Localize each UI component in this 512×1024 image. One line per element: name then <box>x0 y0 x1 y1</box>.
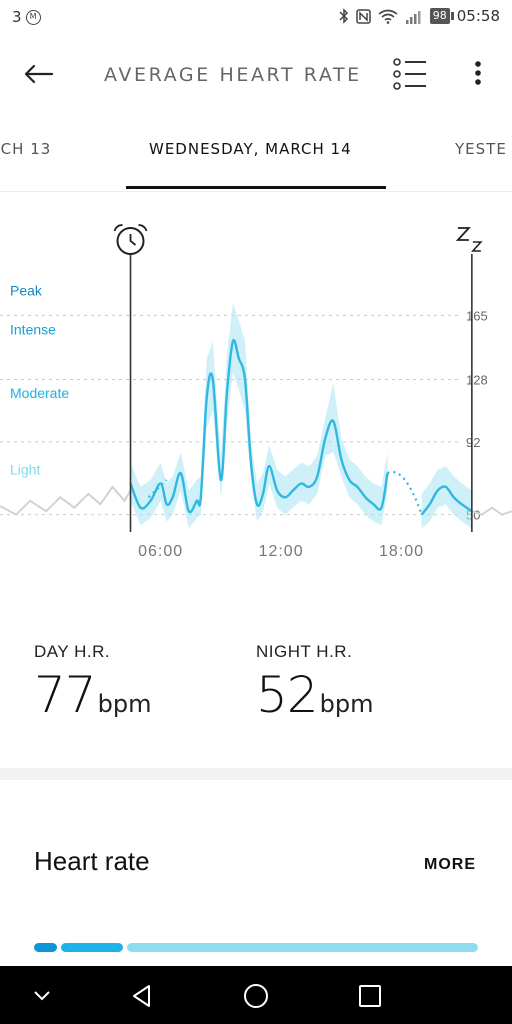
gap-dotted-line <box>387 470 423 516</box>
day-hr-unit: bpm <box>97 690 152 718</box>
night-hr-value: 52 <box>256 666 319 724</box>
wake-sleep-markers <box>113 224 483 532</box>
date-tabs: RCH 13 WEDNESDAY, MARCH 14 YESTE <box>0 114 512 192</box>
overflow-menu-button[interactable] <box>464 56 492 92</box>
chevron-down-icon <box>34 991 50 1001</box>
signal-icon <box>405 10 421 24</box>
y-tick-label: 165 <box>466 308 488 323</box>
night-hr-stat: NIGHT H.R. 52 bpm <box>256 642 373 724</box>
zone-label-peak: Peak <box>10 282 43 298</box>
post-sleep-trace <box>471 506 512 516</box>
range-bands <box>130 303 472 529</box>
status-bar: 3 M 98 05:58 <box>0 0 512 34</box>
x-axis-ticks: 06:00 12:00 18:00 <box>138 543 424 560</box>
status-left: 3 M <box>12 8 41 26</box>
system-nav-bar <box>0 966 512 1024</box>
more-vertical-icon <box>475 61 481 85</box>
zone-bar-segment <box>60 943 124 952</box>
night-hr-unit: bpm <box>319 690 374 718</box>
app-bar: AVERAGE HEART RATE <box>0 34 512 114</box>
list-view-icon <box>393 58 426 90</box>
zone-labels: Peak Intense Moderate Light <box>10 282 69 477</box>
pre-wake-trace <box>0 485 132 516</box>
tab-current-day[interactable]: WEDNESDAY, MARCH 14 <box>149 140 352 158</box>
page-title: AVERAGE HEART RATE <box>104 64 362 86</box>
zone-bar-segment <box>34 943 57 952</box>
battery-icon: 98 <box>429 8 454 24</box>
gap-dotted-line <box>147 479 168 499</box>
x-tick-label: 06:00 <box>138 543 183 560</box>
sleep-zz-icon <box>455 227 483 252</box>
notification-count: 3 <box>12 8 22 26</box>
series-line-1 <box>420 485 473 516</box>
card-title: Heart rate <box>34 846 150 876</box>
arrow-left-icon <box>24 64 54 84</box>
day-hr-value-row: 77 bpm <box>34 666 151 724</box>
zone-bar-segment <box>127 943 478 952</box>
back-button[interactable] <box>20 56 60 92</box>
nav-home-button[interactable] <box>240 980 272 1012</box>
nav-recents-button[interactable] <box>354 980 386 1012</box>
x-tick-label: 12:00 <box>259 543 304 560</box>
notification-badge-icon: M <box>25 9 41 25</box>
zone-label-moderate: Moderate <box>10 385 69 401</box>
nfc-icon <box>356 8 371 24</box>
list-view-button[interactable] <box>388 54 432 94</box>
x-tick-label: 18:00 <box>379 543 424 560</box>
section-divider <box>0 768 512 780</box>
wifi-icon <box>378 9 398 24</box>
night-hr-label: NIGHT H.R. <box>256 642 353 661</box>
nav-back-button[interactable] <box>126 980 158 1012</box>
range-band-0 <box>130 303 388 529</box>
tab-next-day[interactable]: YESTE <box>455 140 507 158</box>
home-circle-icon <box>244 984 268 1008</box>
more-button[interactable]: MORE <box>424 856 476 873</box>
alarm-clock-icon <box>113 224 148 255</box>
back-triangle-icon <box>133 985 150 1007</box>
y-tick-label: 128 <box>466 372 488 387</box>
y-tick-label: 92 <box>466 435 480 450</box>
range-band-1 <box>421 466 472 529</box>
zone-distribution-bar <box>34 943 478 952</box>
zone-label-light: Light <box>10 462 40 478</box>
active-tab-indicator <box>126 186 386 189</box>
day-hr-value: 77 <box>34 666 97 724</box>
series-line-0 <box>129 338 389 514</box>
day-hr-stat: DAY H.R. 77 bpm <box>34 642 151 724</box>
bluetooth-icon <box>339 8 348 24</box>
night-hr-value-row: 52 bpm <box>256 666 373 724</box>
status-right: 98 05:58 <box>339 7 500 25</box>
tab-previous-day[interactable]: RCH 13 <box>0 140 52 158</box>
series-lines <box>0 338 512 516</box>
nav-hide-button[interactable] <box>26 980 58 1012</box>
status-time: 05:58 <box>456 7 500 25</box>
recents-square-icon <box>359 985 381 1007</box>
zone-label-intense: Intense <box>10 322 56 338</box>
day-hr-label: DAY H.R. <box>34 642 111 661</box>
